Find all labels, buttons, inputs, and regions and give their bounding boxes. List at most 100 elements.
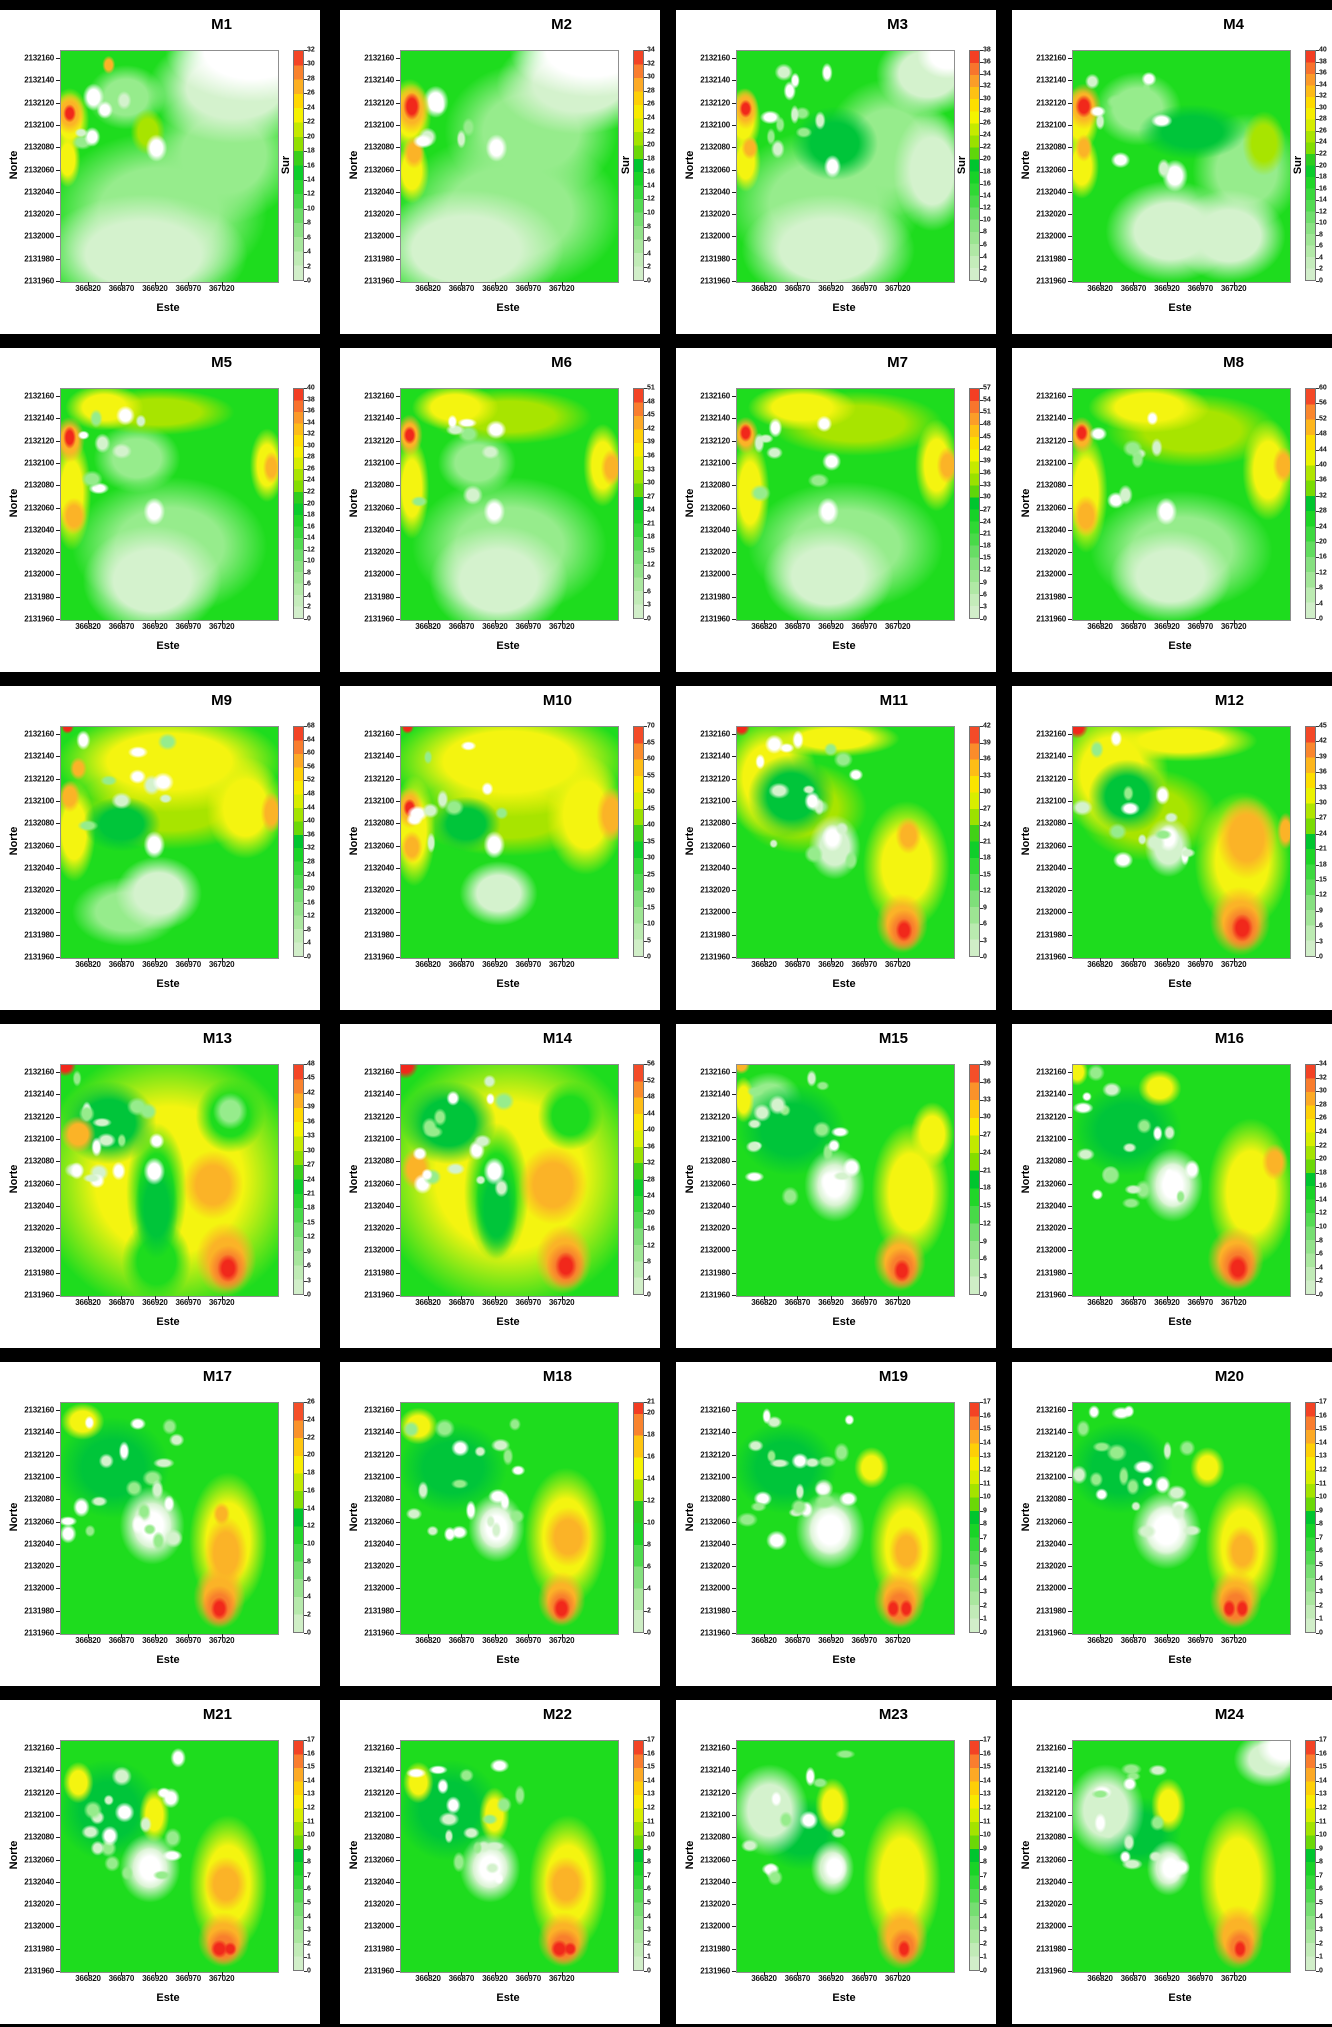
colorbar-tick-mark (980, 195, 983, 197)
colorbar-tick-mark (1316, 1159, 1319, 1161)
y-axis-tick-mark (56, 552, 60, 554)
colorbar-tick-label: 13 (307, 1790, 315, 1798)
x-axis-tick-mark (494, 620, 496, 624)
colorbar-tick-mark (980, 521, 983, 523)
colorbar-tick-mark (304, 281, 307, 282)
colorbar-tick-mark (304, 266, 307, 268)
y-axis-tick-label: 2132020 (364, 1899, 394, 1909)
colorbar-tick-mark (304, 399, 307, 401)
colorbar-tick-label: 2 (983, 1602, 987, 1610)
colorbar-tick-mark (304, 252, 307, 254)
y-axis-tick-label: 2132020 (1036, 885, 1066, 895)
y-axis-tick-mark (1068, 1454, 1072, 1456)
colorbar-tick-mark (304, 1490, 307, 1492)
x-axis-tick-mark (154, 620, 156, 624)
colorbar-tick-label: 26 (1319, 127, 1327, 135)
colorbar-tick-mark (644, 1903, 647, 1905)
colorbar-tick-label: 36 (1319, 476, 1327, 484)
colorbar-tick-label: 52 (1319, 415, 1327, 423)
colorbar-tick-mark (1316, 449, 1319, 451)
colorbar-tick-mark (304, 411, 307, 413)
y-axis-tick-mark (732, 169, 736, 171)
y-axis-tick-label: 2132160 (700, 1067, 730, 1077)
colorbar-tick-label: 44 (1319, 446, 1327, 454)
colorbar (633, 1740, 644, 1971)
colorbar-tick-mark (980, 619, 983, 620)
colorbar-tick-mark (1316, 96, 1319, 98)
colorbar-tick-mark (1316, 234, 1319, 236)
y-axis-tick-mark (396, 1881, 400, 1883)
y-axis-tick-mark (396, 462, 400, 464)
y-axis-tick-label: 2132160 (1036, 729, 1066, 739)
colorbar-tick-mark (1316, 1510, 1319, 1512)
colorbar-tick-mark (1316, 1104, 1319, 1106)
x-axis-title: Este (1168, 640, 1192, 652)
colorbar-tick-label: 34 (647, 46, 655, 54)
colorbar-tick-mark (1316, 1930, 1319, 1932)
y-axis-tick-mark (56, 756, 60, 758)
colorbar-tick-mark (1316, 619, 1319, 620)
colorbar-tick-label: 16 (983, 1412, 991, 1420)
colorbar-tick-mark (304, 1794, 307, 1796)
x-axis-tick-mark (461, 1972, 463, 1976)
colorbar-tick-mark (304, 875, 307, 877)
map-panel: M2 Norte Este 2132160 2132140 2132120 21321… (340, 10, 660, 334)
colorbar-tick-label: 24 (307, 1416, 315, 1424)
y-axis-tick-mark (732, 1072, 736, 1073)
y-axis-tick-mark (732, 124, 736, 126)
map-panel: M12 Norte Este 2132160 2132140 2132120 2132… (1012, 686, 1332, 1010)
y-axis-tick-mark (396, 1588, 400, 1590)
y-axis-tick-label: 2132100 (24, 1810, 54, 1820)
y-axis-tick-label: 2132100 (700, 120, 730, 130)
colorbar-tick-mark (980, 460, 983, 462)
colorbar-tick-mark (1316, 257, 1319, 259)
colorbar-tick-label: 40 (307, 817, 315, 825)
colorbar-tick-mark (304, 388, 307, 389)
x-axis-tick-mark (188, 958, 190, 962)
x-axis-tick-mark (1166, 1296, 1168, 1300)
y-axis-tick-label: 2131960 (700, 614, 730, 624)
y-axis-tick-mark (732, 778, 736, 780)
colorbar-tick-label: 13 (983, 1452, 991, 1460)
colorbar-tick-label: 27 (307, 1161, 315, 1169)
colorbar-tick-label: 40 (647, 1126, 655, 1134)
map-panel: M21 Norte Este 2132160 2132140 2132120 2132… (0, 1700, 320, 2024)
colorbar-tick-mark (1316, 61, 1319, 63)
x-axis-tick-mark (864, 620, 866, 624)
y-axis-tick-label: 2132000 (24, 907, 54, 917)
y-axis-tick-label: 2132100 (1036, 1810, 1066, 1820)
x-axis-tick-label: 367020 (1220, 1298, 1247, 1307)
y-axis-tick-label: 2132000 (700, 1921, 730, 1931)
colorbar-tick-label: 24 (983, 1149, 991, 1157)
y-axis-tick-mark (396, 1183, 400, 1185)
colorbar-tick-mark (304, 1136, 307, 1138)
y-axis-tick-label: 2132000 (24, 231, 54, 241)
y-axis-tick-label: 2131960 (1036, 1966, 1066, 1976)
x-axis-tick-mark (1099, 958, 1101, 962)
y-axis-tick-label: 2131960 (1036, 614, 1066, 624)
x-axis-tick-mark (830, 282, 832, 286)
colorbar-tick-mark (644, 1130, 647, 1131)
y-axis-tick-label: 2132160 (24, 1067, 54, 1077)
y-axis-tick-mark (1068, 1859, 1072, 1861)
colorbar-tick-mark (980, 558, 983, 560)
colorbar-tick-label: 20 (1319, 1155, 1327, 1163)
colorbar-tick-label: 14 (983, 1439, 991, 1447)
x-axis-tick-mark (221, 1296, 223, 1300)
colorbar-tick-label: 13 (983, 1790, 991, 1798)
y-axis-tick-label: 2132120 (24, 774, 54, 784)
y-axis-tick-mark (56, 1948, 60, 1950)
panel-title: M16 (1214, 1030, 1244, 1047)
y-axis-tick-label: 2132020 (1036, 1561, 1066, 1571)
colorbar-tick-label: 65 (647, 739, 655, 746)
x-axis-tick-label: 366920 (482, 1636, 508, 1645)
colorbar-tick-mark (644, 1957, 647, 1959)
colorbar-tick-mark (1316, 557, 1319, 559)
map-panel: M18 Norte Este 2132160 2132140 2132120 2132… (340, 1362, 660, 1686)
y-axis-tick-mark (56, 574, 60, 576)
y-axis-tick-mark (732, 1116, 736, 1118)
colorbar-tick-mark (644, 1971, 647, 1972)
colorbar-tick-label: 0 (307, 277, 311, 285)
y-axis-tick-mark (56, 147, 60, 149)
x-axis-tick-label: 366970 (175, 1298, 201, 1307)
